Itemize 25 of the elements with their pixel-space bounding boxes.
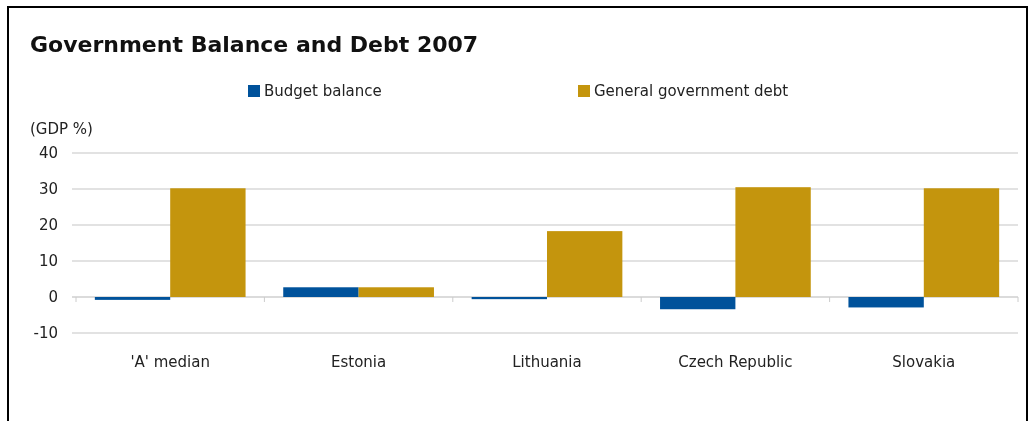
legend-label: Budget balance <box>264 82 382 100</box>
x-tick-label: Czech Republic <box>678 353 793 371</box>
x-tick-label: Lithuania <box>512 353 582 371</box>
x-tick-label: 'A' median <box>130 353 210 371</box>
x-tick-label: Estonia <box>330 353 387 371</box>
y-tick-label: -10 <box>33 324 58 342</box>
legend-label: General government debt <box>594 82 789 100</box>
y-tick-label: 0 <box>48 288 58 306</box>
x-tick-label: Slovakia <box>892 353 956 371</box>
bar <box>283 287 359 297</box>
y-axis-title: (GDP %) <box>30 120 93 138</box>
y-tick-label: 20 <box>38 216 58 234</box>
bar <box>471 297 547 300</box>
bar <box>923 188 1000 297</box>
bar <box>547 231 623 297</box>
bar <box>170 188 246 297</box>
y-tick-label: 30 <box>38 180 58 198</box>
bar <box>735 187 811 297</box>
y-tick-label: 40 <box>38 144 58 162</box>
bar <box>848 297 924 308</box>
bar <box>660 297 736 310</box>
bar <box>358 287 434 297</box>
bar <box>94 297 171 300</box>
y-tick-label: 10 <box>38 252 58 270</box>
chart-title: Government Balance and Debt 2007 <box>30 32 479 57</box>
